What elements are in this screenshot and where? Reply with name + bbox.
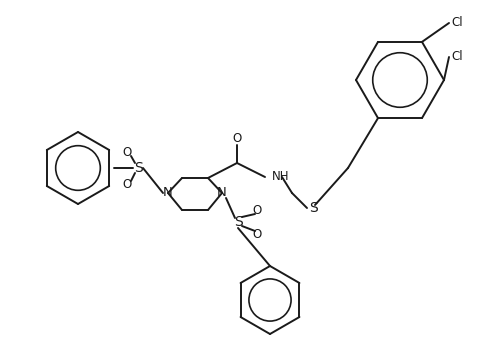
Text: N: N bbox=[163, 186, 173, 199]
Text: Cl: Cl bbox=[451, 51, 463, 64]
Text: S: S bbox=[310, 201, 318, 215]
Text: N: N bbox=[217, 186, 227, 199]
Text: NH: NH bbox=[272, 171, 289, 184]
Text: O: O bbox=[233, 132, 242, 146]
Text: S: S bbox=[234, 215, 243, 229]
Text: O: O bbox=[252, 229, 261, 241]
Text: Cl: Cl bbox=[451, 16, 463, 29]
Text: O: O bbox=[252, 204, 261, 217]
Text: O: O bbox=[123, 146, 131, 159]
Text: O: O bbox=[123, 179, 131, 192]
Text: S: S bbox=[133, 161, 142, 175]
